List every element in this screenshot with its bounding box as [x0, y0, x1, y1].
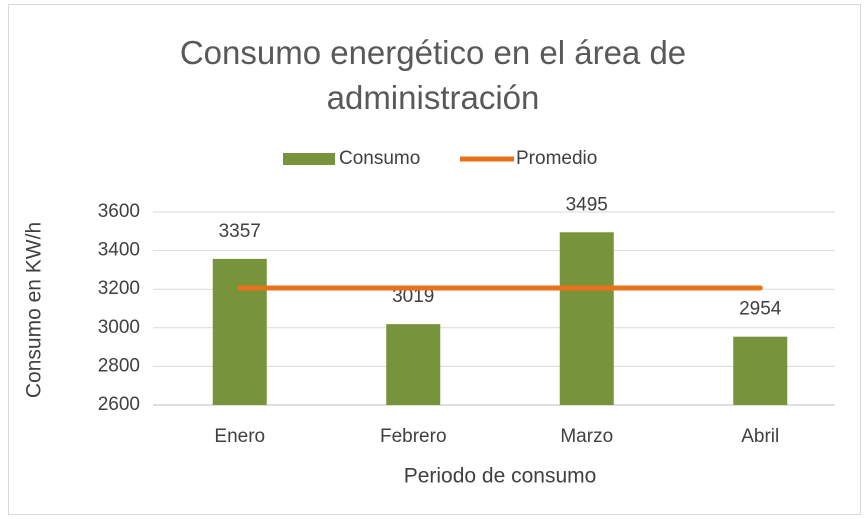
y-tick-label: 3600 [98, 201, 140, 222]
x-tick-label: Marzo [560, 426, 613, 447]
y-tick-label: 2600 [98, 394, 140, 415]
x-tick-label: Enero [214, 426, 265, 447]
y-tick-label: 3200 [98, 278, 140, 299]
legend-swatch [283, 153, 335, 165]
x-tick-label: Abril [741, 426, 779, 447]
data-label: 2954 [739, 299, 782, 320]
chart-border [8, 4, 861, 515]
data-label: 3019 [392, 286, 434, 307]
bar [212, 258, 267, 405]
chart-title: Consumo energético en el área de adminis… [179, 34, 687, 116]
x-tick-label: Febrero [380, 426, 447, 447]
bar [386, 324, 441, 405]
data-label: 3357 [219, 221, 261, 242]
y-tick-label: 3000 [98, 317, 140, 338]
data-label: 3495 [566, 194, 608, 215]
x-axis-title: Periodo de consumo [404, 465, 597, 488]
bar [733, 336, 788, 405]
y-axis-title: Consumo en KW/h [23, 222, 46, 398]
legend-label: Promedio [516, 148, 597, 169]
bar [559, 232, 614, 405]
legend-label: Consumo [339, 148, 420, 169]
y-tick-label: 3400 [98, 240, 140, 261]
y-tick-label: 2800 [98, 355, 140, 376]
